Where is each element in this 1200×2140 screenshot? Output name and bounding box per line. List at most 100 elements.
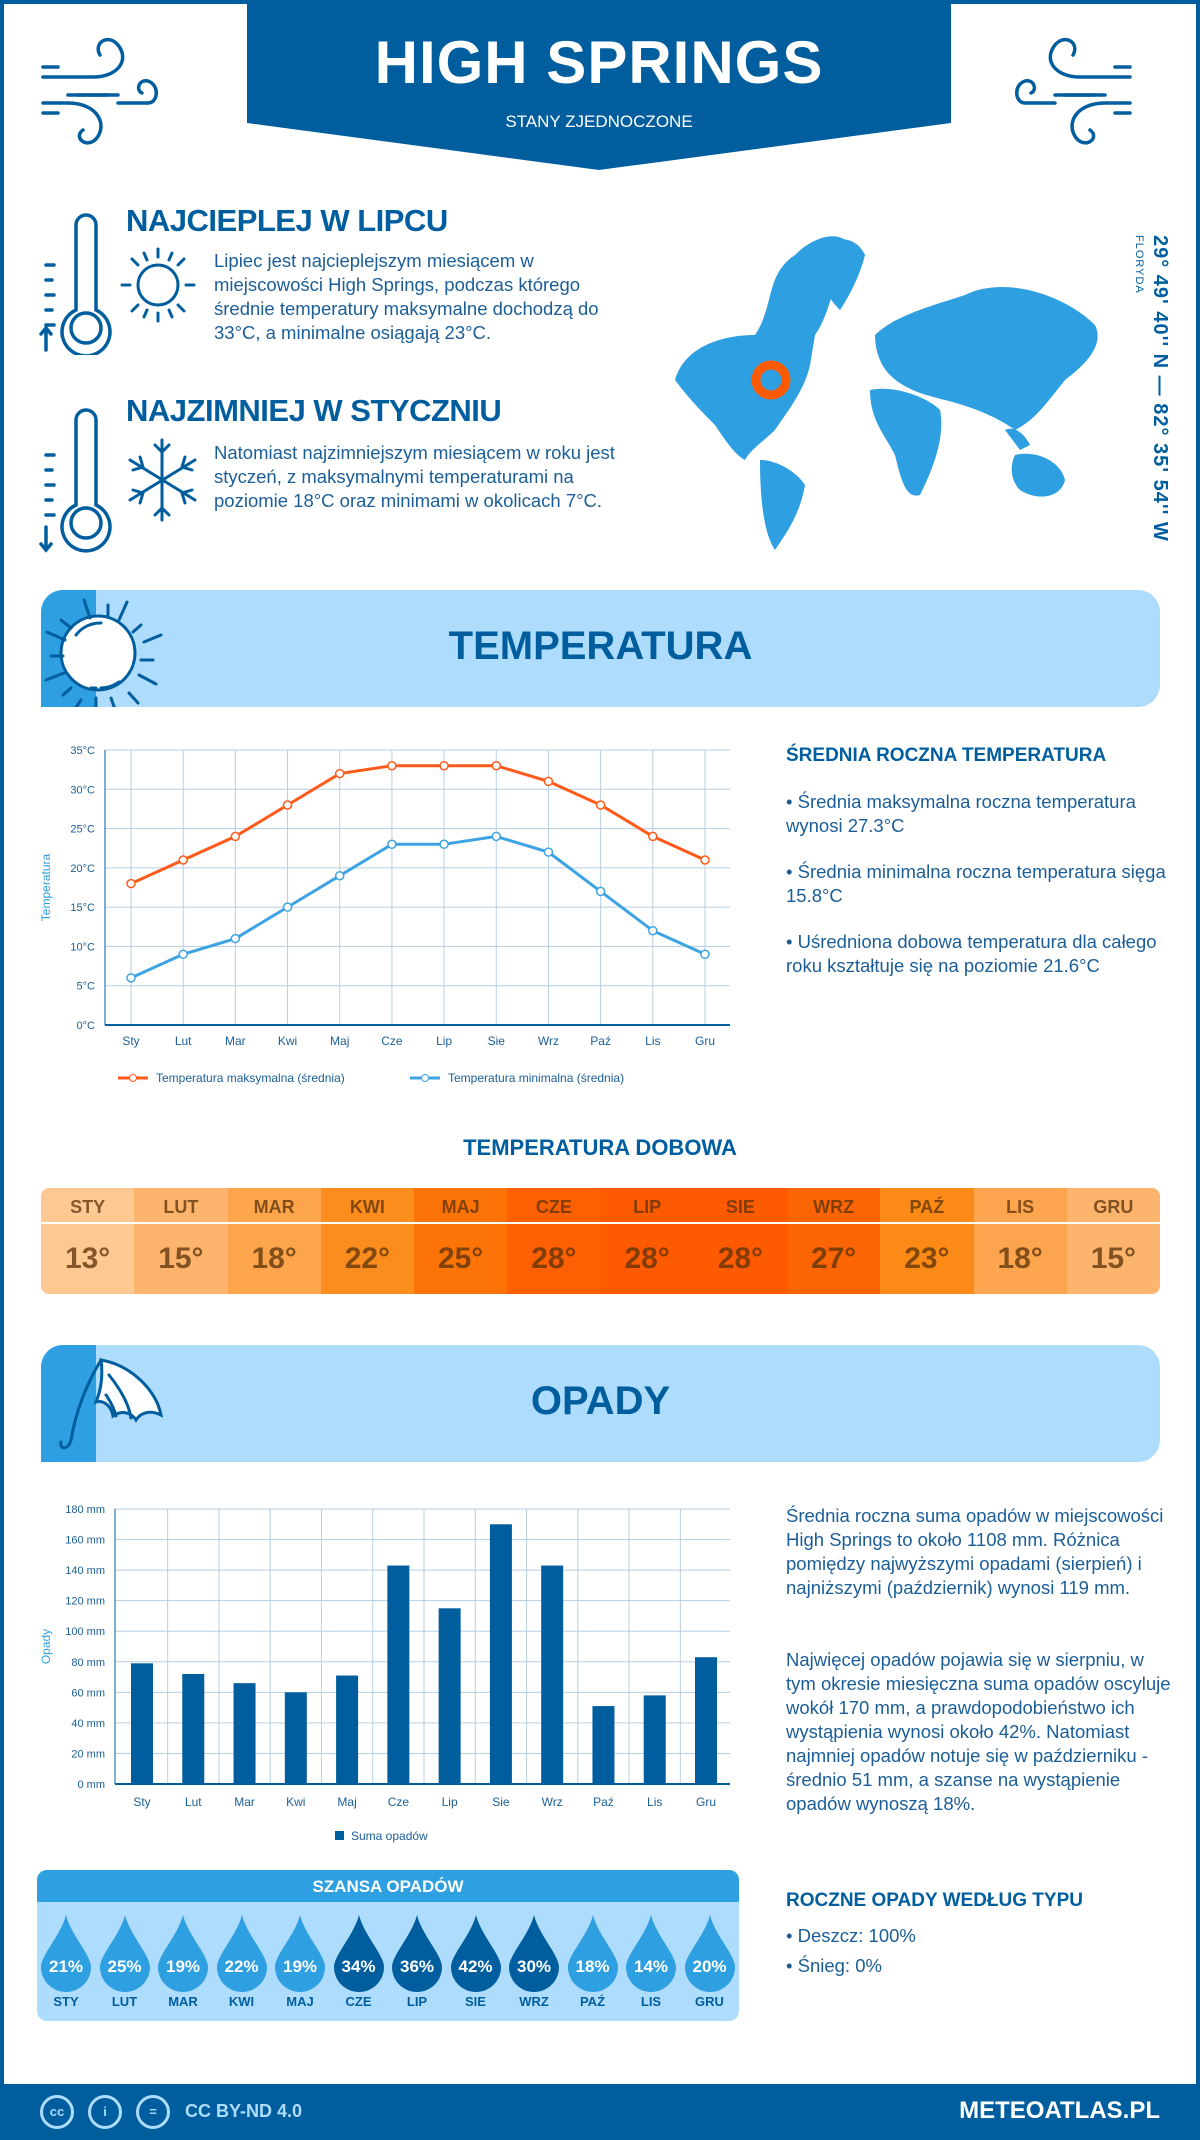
- rain-drop-icon: 34%: [333, 1915, 384, 1992]
- rain-drop-icon: 42%: [450, 1915, 501, 1992]
- data-point: [543, 847, 554, 857]
- daily-temp-value: 23°: [904, 1242, 950, 1275]
- precip-text-1: Średnia roczna suma opadów w miejscowośc…: [786, 1505, 1164, 1598]
- daily-temp-month: MAR: [227, 1188, 321, 1224]
- daily-temp-column: MAJ 25°: [414, 1188, 508, 1294]
- bar: [541, 1565, 564, 1784]
- chance-value: 22%: [224, 1957, 259, 1976]
- legend-label: Temperatura maksymalna (średnia): [156, 1071, 345, 1085]
- chance-value: 14%: [633, 1957, 669, 1976]
- page-subtitle: STANY ZJEDNOCZONE: [505, 112, 693, 131]
- daily-temp-column: MAR 18°: [227, 1188, 321, 1294]
- chance-month: LIP: [406, 1994, 428, 2009]
- chance-value: 18%: [575, 1957, 610, 1976]
- x-tick-label: Sie: [492, 1795, 510, 1809]
- y-tick-label: 0 mm: [78, 1779, 106, 1791]
- x-tick-label: Gru: [696, 1795, 716, 1809]
- rain-drop-icon: 22%: [216, 1915, 267, 1992]
- daily-temp-value: 15°: [158, 1242, 204, 1275]
- nd-icon[interactable]: =: [136, 2095, 170, 2129]
- daily-temp-value: 15°: [1090, 1242, 1137, 1275]
- bar: [695, 1657, 717, 1784]
- precipitation-banner: OPADY: [41, 1345, 1160, 1462]
- daily-temp-value: 28°: [531, 1242, 577, 1275]
- y-tick-label: 40 mm: [71, 1718, 105, 1730]
- temperature-chart: 0°C 5°C 10°C 15°C 20°C 25°C 30°C 35°C Sty Lut Mar K…: [39, 745, 730, 1085]
- daily-temp-column: LIS 18°: [973, 1188, 1067, 1294]
- chance-value: 19%: [165, 1957, 201, 1976]
- legend-marker: [421, 1074, 429, 1082]
- series-line: [130, 764, 706, 885]
- chance-value: 42%: [458, 1957, 493, 1976]
- daily-temp-value: 18°: [251, 1242, 297, 1275]
- data-point: [334, 768, 345, 779]
- x-tick-label: Cze: [388, 1795, 410, 1809]
- thermometer-up-icon: [39, 213, 112, 355]
- data-point: [595, 886, 606, 897]
- site-link[interactable]: METEOATLAS.PL: [959, 2097, 1160, 2124]
- daily-temp-month: LIS: [973, 1188, 1067, 1224]
- y-tick-label: 160 mm: [65, 1535, 105, 1547]
- bar: [233, 1683, 256, 1784]
- by-icon[interactable]: i: [88, 2095, 122, 2129]
- daily-temp-month: CZE: [507, 1188, 601, 1224]
- rain-drop-icon: 30%: [509, 1915, 559, 1992]
- y-tick-label: 15°C: [70, 902, 95, 914]
- warmest-heading: NAJCIEPLEJ W LIPCU: [126, 203, 448, 238]
- daily-temp-column: CZE 28°: [507, 1188, 601, 1294]
- x-tick-label: Sie: [488, 1034, 506, 1048]
- data-point: [126, 878, 136, 889]
- temperature-title: TEMPERATURA: [448, 624, 753, 668]
- warmest-text: Lipiec jest najcieplejszym miesiącem w m…: [214, 250, 599, 343]
- x-tick-label: Cze: [381, 1034, 403, 1048]
- x-tick-label: Mar: [234, 1795, 255, 1809]
- x-tick-label: Kwi: [286, 1795, 305, 1809]
- data-point: [439, 839, 449, 850]
- legend-label: Suma opadów: [351, 1829, 428, 1843]
- chance-value: 30%: [516, 1957, 552, 1976]
- data-point: [439, 760, 449, 771]
- temp-bullet-1: • Średnia maksymalna roczna temperatura …: [786, 791, 1136, 836]
- daily-temp-value: 25°: [437, 1242, 484, 1275]
- wind-icon-left: [41, 37, 158, 145]
- chance-value: 19%: [282, 1957, 318, 1976]
- coldest-heading: NAJZIMNIEJ W STYCZNIU: [126, 393, 502, 428]
- daily-temp-value: 22°: [344, 1242, 391, 1275]
- license-label[interactable]: CC BY-ND 4.0: [185, 2101, 303, 2121]
- daily-temp-value: 28°: [624, 1242, 670, 1275]
- data-point: [126, 973, 136, 983]
- x-tick-label: Maj: [337, 1795, 356, 1809]
- rain-drop-icon: 18%: [567, 1915, 618, 1992]
- temperature-banner: TEMPERATURA: [41, 590, 1160, 707]
- rain-drop-icon: 14%: [626, 1915, 676, 1992]
- bar: [438, 1608, 461, 1784]
- y-tick-label: 120 mm: [65, 1596, 105, 1608]
- chance-value: 36%: [399, 1957, 435, 1976]
- y-tick-label: 180 mm: [65, 1504, 105, 1516]
- cc-icon[interactable]: cc: [40, 2095, 74, 2129]
- data-point: [700, 855, 710, 865]
- data-point: [491, 760, 502, 771]
- daily-temp-month: PAŹ: [880, 1188, 974, 1224]
- daily-temp-month: MAJ: [414, 1188, 508, 1224]
- chance-month: STY: [53, 1994, 79, 2009]
- umbrella-icon: [59, 1358, 164, 1450]
- world-map: [675, 236, 1098, 550]
- precip-type-snow: • Śnieg: 0%: [786, 1955, 882, 1976]
- chance-month: GRU: [695, 1994, 724, 2009]
- x-tick-label: Lip: [436, 1034, 452, 1048]
- y-tick-label: 10°C: [70, 941, 95, 953]
- chance-month: MAR: [168, 1994, 198, 2009]
- wind-icon-right: [1015, 37, 1132, 145]
- rain-drop-icon: 19%: [275, 1915, 325, 1992]
- data-point: [282, 800, 293, 810]
- daily-temp-month: KWI: [320, 1188, 414, 1224]
- y-tick-label: 140 mm: [65, 1565, 105, 1577]
- chance-month: SIE: [465, 1994, 486, 2009]
- legend-marker: [129, 1074, 137, 1082]
- y-tick-label: 35°C: [70, 745, 95, 757]
- y-tick-label: 0°C: [77, 1020, 96, 1032]
- chance-month: LIS: [640, 1994, 662, 2009]
- daily-temp-column: WRZ 27°: [787, 1188, 881, 1294]
- x-tick-label: Wrz: [542, 1795, 563, 1809]
